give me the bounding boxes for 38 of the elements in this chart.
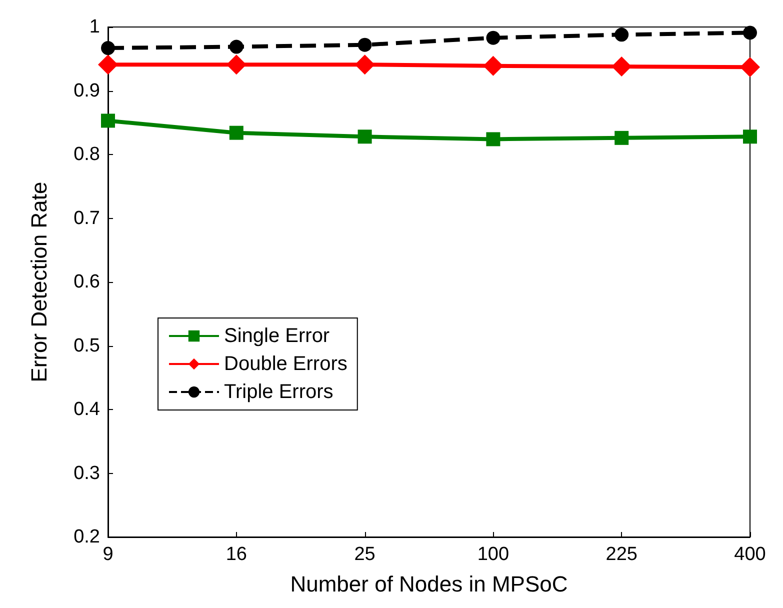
x-tick-label: 225: [606, 544, 638, 565]
point: [483, 56, 504, 76]
legend-label: Double Errors: [224, 353, 348, 375]
y-tick-label: 0.7: [74, 208, 100, 229]
legend-label: Triple Errors: [224, 381, 334, 403]
legend-label: Single Error: [224, 325, 330, 347]
x-axis-title: Number of Nodes in MPSoC: [290, 572, 568, 596]
point: [229, 40, 244, 54]
point: [743, 26, 757, 40]
y-tick-label: 0.3: [74, 462, 100, 484]
x-tick-label: 16: [226, 544, 247, 565]
point: [358, 130, 372, 144]
y-tick-label: 1: [89, 16, 100, 38]
point: [612, 56, 632, 77]
y-tick-label: 0.5: [74, 335, 100, 356]
y-tick-label: 0.6: [74, 272, 100, 292]
y-axis-title: Error Detection Rate: [26, 182, 52, 382]
point: [743, 130, 757, 144]
point: [486, 30, 500, 45]
point: [614, 28, 629, 42]
x-tick-label: 400: [734, 544, 766, 565]
x-tick-label: 9: [102, 544, 114, 565]
point: [354, 54, 375, 75]
y-tick-label: 0.2: [74, 526, 100, 548]
y-tick-label: 0.4: [74, 399, 100, 420]
point: [226, 54, 246, 75]
point: [229, 126, 244, 140]
point: [358, 38, 372, 52]
point: [614, 130, 629, 145]
point: [98, 54, 118, 75]
x-tick-label: 100: [477, 544, 510, 565]
point: [101, 114, 115, 128]
point: [101, 41, 115, 56]
point: [486, 132, 500, 146]
y-tick-label: 0.9: [74, 80, 100, 102]
x-tick-label: 25: [354, 544, 376, 565]
point: [740, 57, 760, 78]
y-tick-label: 0.8: [74, 144, 100, 165]
